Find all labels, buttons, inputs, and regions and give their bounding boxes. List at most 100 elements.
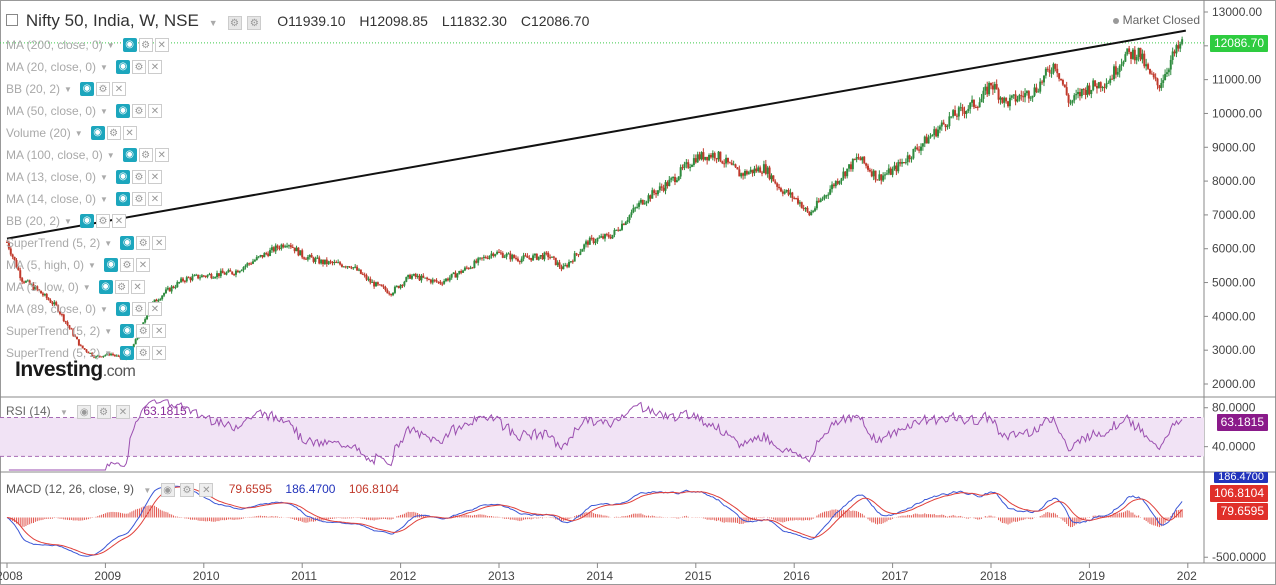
gear-icon[interactable]: ⚙	[180, 483, 194, 497]
indicator-label[interactable]: Volume (20)	[6, 126, 71, 140]
eye-icon[interactable]: ◉	[160, 483, 175, 497]
eye-icon[interactable]: ◉	[122, 38, 137, 52]
eye-icon[interactable]: ◉	[79, 82, 94, 96]
eye-icon[interactable]: ◉	[115, 302, 130, 316]
close-icon[interactable]: ✕	[147, 302, 162, 316]
indicator-label[interactable]: MA (5, high, 0)	[6, 258, 85, 272]
close-icon[interactable]: ✕	[122, 126, 137, 140]
indicator-row[interactable]: SuperTrend (5, 2) ▼ ◉ ⚙ ✕	[6, 344, 168, 362]
indicator-label[interactable]: MA (14, close, 0)	[6, 192, 97, 206]
chevron-down-icon[interactable]: ▼	[60, 408, 68, 417]
indicator-label[interactable]: MA (20, close, 0)	[6, 60, 97, 74]
close-icon[interactable]: ✕	[147, 60, 162, 74]
close-icon[interactable]: ✕	[135, 258, 150, 272]
symbol-title[interactable]: Nifty 50, India, W, NSE	[25, 11, 199, 30]
chevron-down-icon[interactable]: ▼	[104, 238, 113, 248]
close-icon[interactable]: ✕	[154, 148, 169, 162]
chevron-down-icon[interactable]: ▼	[64, 216, 72, 226]
eye-icon[interactable]: ◉	[90, 126, 105, 140]
gear-icon[interactable]: ⚙	[138, 38, 153, 52]
indicator-row[interactable]: MA (5, high, 0) ▼ ◉ ⚙ ✕	[6, 256, 152, 274]
eye-icon[interactable]: ◉	[98, 280, 113, 294]
close-icon[interactable]: ✕	[111, 82, 126, 96]
close-icon[interactable]: ✕	[147, 192, 162, 206]
indicator-label[interactable]: MA (100, close, 0)	[6, 148, 103, 162]
indicator-row[interactable]: MA (20, close, 0) ▼ ◉ ⚙ ✕	[6, 58, 164, 76]
indicator-label[interactable]: MA (13, close, 0)	[6, 170, 97, 184]
indicator-row[interactable]: MA (89, close, 0) ▼ ◉ ⚙ ✕	[6, 300, 164, 318]
close-icon[interactable]: ✕	[199, 483, 214, 497]
indicator-row[interactable]: Volume (20) ▼ ◉ ⚙ ✕	[6, 124, 139, 142]
gear-icon[interactable]: ⚙	[136, 346, 151, 360]
eye-icon[interactable]: ◉	[103, 258, 118, 272]
gear-icon[interactable]: ⚙	[131, 170, 146, 184]
eye-icon[interactable]: ◉	[115, 104, 130, 118]
chevron-down-icon[interactable]: ▼	[100, 304, 108, 314]
gear-icon[interactable]: ⚙	[106, 126, 121, 140]
gear-icon[interactable]: ⚙	[95, 82, 110, 96]
eye-icon[interactable]: ◉	[79, 214, 94, 228]
close-icon[interactable]: ✕	[130, 280, 145, 294]
chevron-down-icon[interactable]: ▼	[100, 106, 108, 116]
close-icon[interactable]: ✕	[111, 214, 126, 228]
close-icon[interactable]: ✕	[152, 236, 167, 250]
eye-icon[interactable]: ◉	[77, 405, 92, 419]
indicator-label[interactable]: SuperTrend (5, 2)	[6, 346, 101, 360]
gear-icon[interactable]: ⚙	[131, 104, 146, 118]
chevron-down-icon[interactable]: ▼	[64, 84, 72, 94]
chevron-down-icon[interactable]: ▼	[100, 194, 108, 204]
gear-icon[interactable]: ⚙	[131, 192, 146, 206]
chevron-down-icon[interactable]: ▼	[143, 486, 152, 495]
chevron-down-icon[interactable]: ▼	[100, 62, 108, 72]
indicator-label[interactable]: BB (20, 2)	[6, 214, 61, 228]
eye-icon[interactable]: ◉	[122, 148, 137, 162]
close-icon[interactable]: ✕	[147, 104, 162, 118]
indicator-row[interactable]: MA (50, close, 0) ▼ ◉ ⚙ ✕	[6, 102, 164, 120]
chevron-down-icon[interactable]: ▼	[88, 260, 96, 270]
eye-icon[interactable]: ◉	[120, 346, 135, 360]
gear-icon[interactable]: ⚙	[131, 60, 146, 74]
close-icon[interactable]: ✕	[147, 170, 162, 184]
gear-icon[interactable]: ⚙	[138, 148, 153, 162]
close-icon[interactable]: ✕	[115, 405, 130, 419]
eye-icon[interactable]: ◉	[115, 170, 130, 184]
indicator-label[interactable]: MA (200, close, 0)	[6, 38, 103, 52]
indicator-label[interactable]: SuperTrend (5, 2)	[6, 324, 101, 338]
indicator-label[interactable]: MA (5, low, 0)	[6, 280, 79, 294]
close-icon[interactable]: ✕	[152, 324, 167, 338]
chevron-down-icon[interactable]: ▼	[100, 172, 108, 182]
chevron-down-icon[interactable]: ▼	[104, 348, 113, 358]
indicator-row[interactable]: MA (5, low, 0) ▼ ◉ ⚙ ✕	[6, 278, 147, 296]
gear-icon[interactable]: ⚙	[119, 258, 134, 272]
gear-icon[interactable]: ⚙	[136, 324, 151, 338]
settings-icon[interactable]: ⚙	[227, 16, 242, 30]
indicator-row[interactable]: MA (200, close, 0) ▼ ◉ ⚙ ✕	[6, 36, 171, 54]
chevron-down-icon[interactable]: ▼	[82, 282, 91, 292]
indicator-row[interactable]: MA (14, close, 0) ▼ ◉ ⚙ ✕	[6, 190, 164, 208]
eye-icon[interactable]: ◉	[120, 236, 135, 250]
gear-icon[interactable]: ⚙	[136, 236, 151, 250]
rsi-label[interactable]: RSI (14)	[6, 404, 51, 418]
chevron-down-icon[interactable]: ▼	[74, 128, 83, 138]
chevron-down-icon[interactable]: ▼	[106, 40, 115, 50]
close-icon[interactable]: ✕	[152, 346, 167, 360]
eye-icon[interactable]: ◉	[115, 60, 130, 74]
indicator-row[interactable]: BB (20, 2) ▼ ◉ ⚙ ✕	[6, 212, 128, 230]
chevron-down-icon[interactable]: ▼	[106, 150, 115, 160]
chevron-down-icon[interactable]: ▼	[104, 326, 113, 336]
indicator-label[interactable]: MA (50, close, 0)	[6, 104, 97, 118]
eye-icon[interactable]: ◉	[120, 324, 135, 338]
indicator-label[interactable]: BB (20, 2)	[6, 82, 61, 96]
indicator-row[interactable]: BB (20, 2) ▼ ◉ ⚙ ✕	[6, 80, 128, 98]
gear-icon[interactable]: ⚙	[247, 16, 262, 30]
macd-label[interactable]: MACD (12, 26, close, 9)	[6, 482, 135, 496]
indicator-row[interactable]: SuperTrend (5, 2) ▼ ◉ ⚙ ✕	[6, 322, 168, 340]
close-icon[interactable]: ✕	[154, 38, 169, 52]
gear-icon[interactable]: ⚙	[114, 280, 129, 294]
collapse-icon[interactable]	[6, 14, 18, 27]
gear-icon[interactable]: ⚙	[96, 405, 111, 419]
indicator-row[interactable]: MA (13, close, 0) ▼ ◉ ⚙ ✕	[6, 168, 164, 186]
eye-icon[interactable]: ◉	[115, 192, 130, 206]
indicator-row[interactable]: MA (100, close, 0) ▼ ◉ ⚙ ✕	[6, 146, 171, 164]
